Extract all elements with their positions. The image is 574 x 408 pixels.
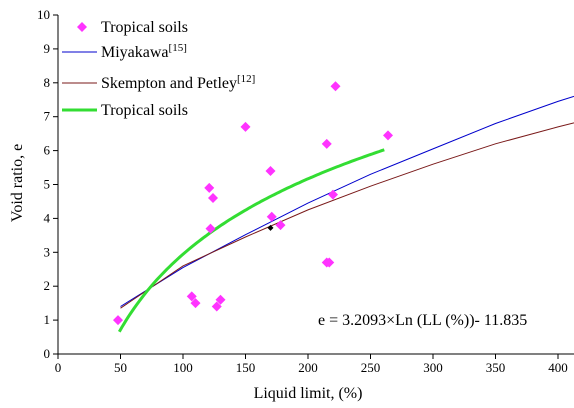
legend: Tropical soils Miyakawa[15] Skempton and P… bbox=[62, 19, 255, 119]
series-layer bbox=[113, 81, 574, 333]
y-tick-label: 4 bbox=[44, 210, 51, 225]
x-axis-title: Liquid limit, (%) bbox=[254, 385, 363, 402]
data-point bbox=[186, 291, 197, 302]
y-tick-label: 7 bbox=[44, 109, 51, 124]
data-point bbox=[324, 257, 335, 268]
data-point bbox=[211, 301, 222, 312]
data-point bbox=[215, 294, 226, 305]
x-tick-label: 200 bbox=[298, 360, 318, 375]
equation-label: e = 3.2093×Ln (LL (%))- 11.835 bbox=[318, 312, 527, 329]
data-point bbox=[266, 211, 277, 222]
reference-marker bbox=[267, 224, 274, 231]
axes: 0 50 100 150 200 250 300 350 400 0 1 2 3 4 5 6 7 8 9 10 bbox=[37, 7, 574, 375]
series-line-3 bbox=[117, 148, 385, 333]
data-point bbox=[330, 81, 341, 92]
legend-label-1: Miyakawa[15] bbox=[101, 42, 187, 61]
y-tick-label: 2 bbox=[44, 278, 51, 293]
data-point bbox=[205, 223, 216, 234]
data-point bbox=[275, 220, 286, 231]
x-tick-label: 250 bbox=[361, 360, 381, 375]
y-tick-label: 8 bbox=[44, 75, 51, 90]
y-tick-label: 0 bbox=[44, 346, 51, 361]
data-point bbox=[240, 121, 251, 132]
series-line-1 bbox=[120, 95, 574, 307]
data-point bbox=[190, 298, 201, 309]
x-tick-label: 100 bbox=[173, 360, 193, 375]
x-tick-label: 350 bbox=[486, 360, 506, 375]
y-tick-label: 6 bbox=[44, 143, 51, 158]
data-point bbox=[204, 182, 215, 193]
y-tick-label: 9 bbox=[44, 41, 51, 56]
data-point bbox=[321, 138, 332, 149]
y-tick-label: 1 bbox=[44, 312, 51, 327]
legend-marker-0 bbox=[77, 22, 87, 32]
legend-label-2: Skempton and Petley[12] bbox=[101, 73, 255, 92]
x-tick-label: 0 bbox=[55, 360, 62, 375]
x-tick-label: 300 bbox=[423, 360, 443, 375]
data-point bbox=[328, 189, 338, 200]
y-tick-label: 3 bbox=[44, 244, 51, 259]
legend-label-0: Tropical soils bbox=[101, 19, 188, 36]
legend-label-3: Tropical soils bbox=[101, 102, 188, 119]
series-line-2 bbox=[120, 122, 574, 309]
y-axis-title: Void ratio, e bbox=[9, 144, 26, 222]
x-tick-label: 150 bbox=[236, 360, 256, 375]
data-point bbox=[113, 315, 123, 326]
x-tick-label: 400 bbox=[548, 360, 568, 375]
y-tick-label: 5 bbox=[44, 177, 51, 192]
data-point bbox=[265, 165, 276, 176]
data-point bbox=[208, 193, 218, 204]
x-tick-label: 50 bbox=[114, 360, 127, 375]
data-point bbox=[383, 130, 393, 141]
y-tick-label: 10 bbox=[37, 7, 50, 22]
